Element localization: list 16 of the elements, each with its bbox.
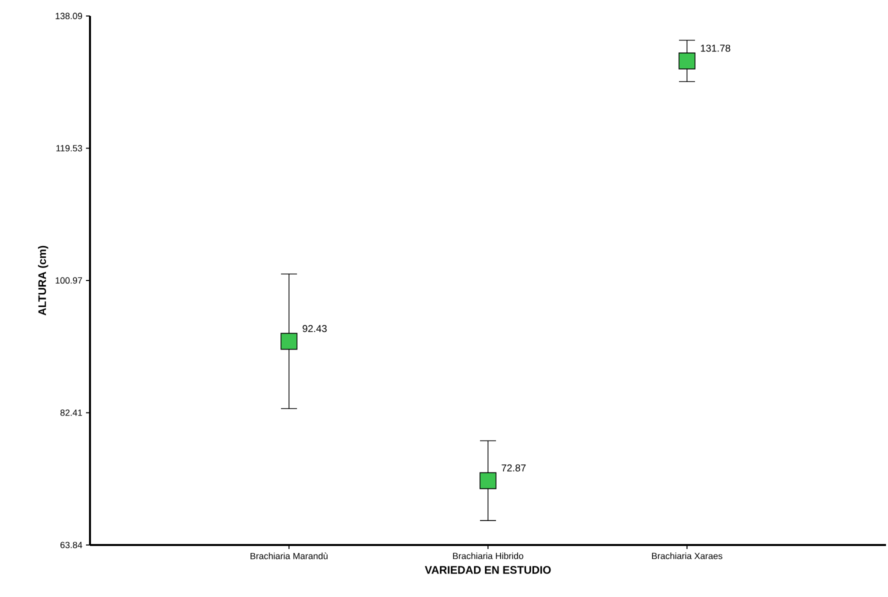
point (280, 332, 298, 350)
y-tick-label: 82.41 (60, 410, 82, 416)
y-tick-label: 138.09 (56, 12, 82, 20)
point (480, 472, 496, 490)
x-tick-label: Brachiaria Hibrido (453, 552, 524, 560)
data-label: 131.78 (700, 44, 730, 52)
point (678, 52, 696, 70)
x-tick-label: Brachiaria Marandù (250, 552, 328, 560)
x-tick-label: Brachiaria Xaraes (652, 552, 722, 560)
x-axis-title: VARIEDAD EN ESTUDIO (424, 566, 551, 574)
y-tick-label: 119.53 (56, 145, 82, 152)
y-tick-label: 63.84 (60, 542, 82, 548)
data-label: 72.87 (502, 464, 526, 472)
y-axis-title: ALTURA (cm) (38, 246, 48, 316)
y-tick-label: 100.97 (56, 277, 82, 284)
data-label: 92.43 (302, 325, 327, 332)
